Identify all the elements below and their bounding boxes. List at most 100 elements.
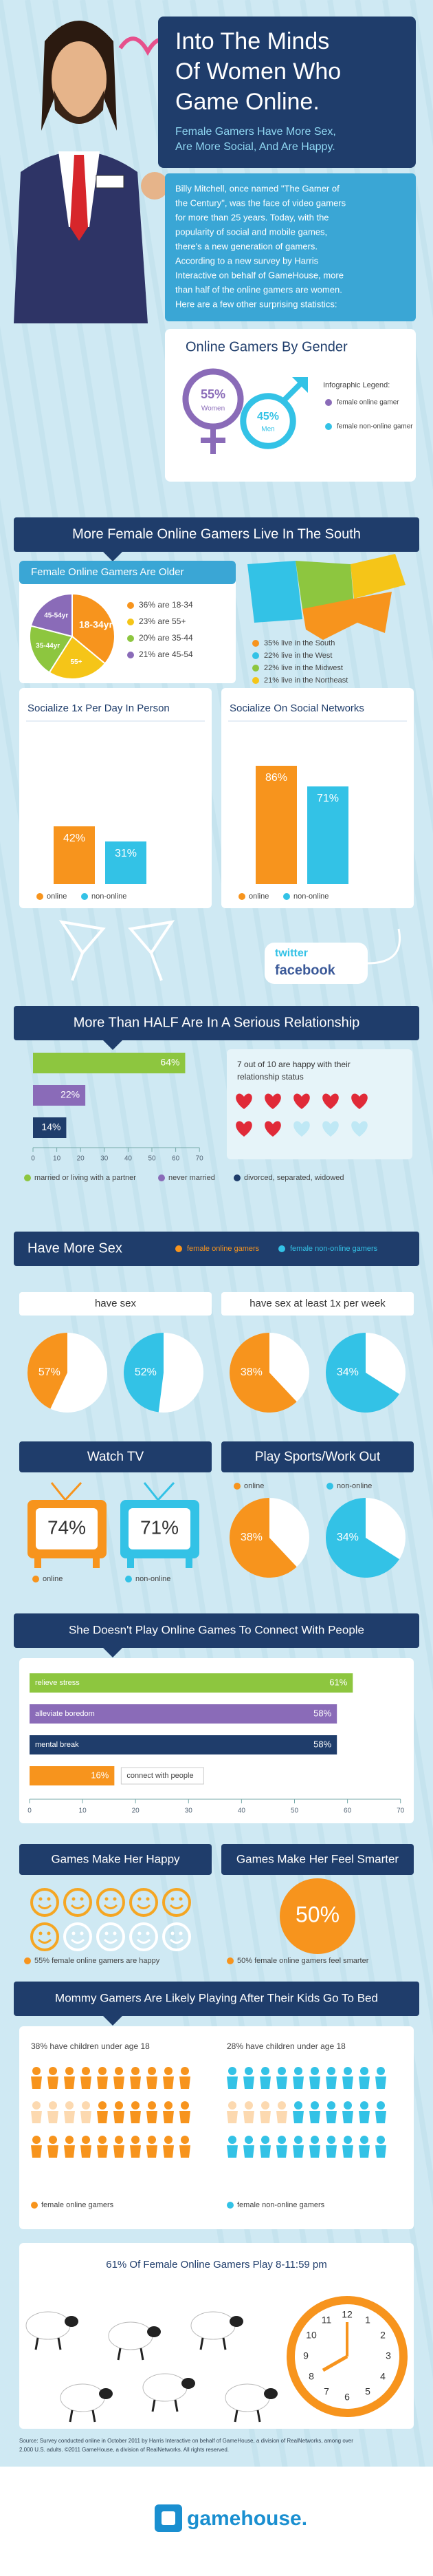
tv-antenna bbox=[50, 1482, 67, 1501]
person-head bbox=[164, 2067, 173, 2075]
bar bbox=[30, 1704, 337, 1724]
smiley-mouth bbox=[136, 1904, 151, 1909]
title-line: Game Online. bbox=[175, 89, 320, 115]
bar-name: relieve stress bbox=[35, 1679, 80, 1687]
legend-dot bbox=[252, 640, 259, 647]
legend-dot bbox=[127, 635, 134, 642]
person-head bbox=[311, 2136, 319, 2144]
legend-item: female online gamers bbox=[187, 1245, 260, 1253]
person-head bbox=[82, 2101, 90, 2110]
smiley-eye bbox=[104, 1931, 109, 1935]
group-text: 38% have children under age 18 bbox=[31, 2041, 150, 2051]
caption: 55% female online gamers are happy bbox=[34, 1957, 160, 1965]
bar-value: 16% bbox=[91, 1770, 109, 1780]
legend-item: never married bbox=[168, 1174, 215, 1182]
person-body bbox=[80, 2111, 91, 2123]
person-body bbox=[31, 2111, 42, 2123]
heart bbox=[351, 1093, 368, 1109]
smiley-eye bbox=[38, 1897, 43, 1901]
source-line: Source: Survey conducted online in Octob… bbox=[19, 2438, 353, 2444]
person-head bbox=[294, 2136, 302, 2144]
logo-icon-inner bbox=[162, 2511, 175, 2525]
banner-title: More Than HALF Are In A Serious Relation… bbox=[74, 1015, 360, 1030]
person-head bbox=[82, 2067, 90, 2075]
title-line: Into The Minds bbox=[175, 28, 329, 54]
intro-line: for more than 25 years. Today, with the bbox=[175, 212, 329, 222]
panel-title: have sex at least 1x per week bbox=[249, 1298, 386, 1309]
source-line: 2,000 U.S. adults. ©2011 GameHouse, a di… bbox=[19, 2447, 229, 2453]
smiley bbox=[129, 1922, 158, 1951]
clock-number: 1 bbox=[365, 2315, 370, 2326]
person-body bbox=[227, 2145, 238, 2158]
person-body bbox=[309, 2145, 320, 2158]
tick-label: 40 bbox=[238, 1807, 246, 1815]
legend-dot bbox=[175, 1245, 182, 1252]
smiley-mouth bbox=[103, 1904, 118, 1909]
person-body bbox=[375, 2111, 386, 2123]
bg-stripe bbox=[355, 0, 433, 490]
header-box bbox=[221, 1844, 414, 1875]
panel-header bbox=[19, 1292, 212, 1316]
person-head bbox=[311, 2067, 319, 2075]
person-body bbox=[276, 2076, 287, 2089]
tv-antenna bbox=[157, 1481, 175, 1501]
map-west bbox=[247, 561, 302, 623]
legend-item: female non-online gamers bbox=[237, 2201, 325, 2209]
sheep-leg bbox=[57, 2337, 62, 2350]
person-body bbox=[375, 2076, 386, 2089]
person-body bbox=[326, 2076, 337, 2089]
legend-item: online bbox=[47, 892, 67, 901]
man-beard bbox=[54, 89, 104, 124]
sheep-head bbox=[147, 2326, 161, 2337]
legend-dot bbox=[252, 665, 259, 672]
sheep bbox=[25, 2311, 71, 2340]
tv-screen bbox=[129, 1508, 190, 1549]
legend-item: non-online bbox=[91, 892, 126, 901]
smiley-mouth bbox=[70, 1904, 85, 1909]
male-value: 45% bbox=[257, 411, 279, 422]
pie-value: 57% bbox=[38, 1366, 60, 1378]
panel-title: 61% Of Female Online Gamers Play 8-11:59… bbox=[106, 2259, 327, 2271]
sheep-leg bbox=[117, 2348, 122, 2361]
bar-value: 64% bbox=[160, 1057, 179, 1068]
person-body bbox=[359, 2111, 370, 2123]
person-head bbox=[327, 2067, 335, 2075]
header-box bbox=[19, 1844, 212, 1875]
sheep-leg bbox=[91, 2409, 96, 2423]
legend-item: online bbox=[43, 1575, 63, 1583]
person-head bbox=[261, 2136, 269, 2144]
heart bbox=[236, 1093, 252, 1109]
legend-dot bbox=[325, 423, 332, 430]
person-head bbox=[131, 2136, 140, 2144]
person-head bbox=[261, 2101, 269, 2110]
banner-title: Have More Sex bbox=[27, 1241, 122, 1256]
person-head bbox=[327, 2136, 335, 2144]
legend-item: 22% live in the Midwest bbox=[264, 664, 343, 672]
legend-item: 35% live in the South bbox=[264, 639, 335, 647]
person-head bbox=[377, 2136, 385, 2144]
facebook-logo: facebook bbox=[275, 963, 336, 978]
person-body bbox=[326, 2145, 337, 2158]
person-body bbox=[179, 2145, 190, 2158]
legend-dot bbox=[278, 1245, 285, 1252]
person-body bbox=[260, 2145, 271, 2158]
heart bbox=[351, 1121, 368, 1137]
pie-value: 34% bbox=[337, 1532, 359, 1543]
legend-dot bbox=[127, 602, 134, 609]
person-body bbox=[359, 2076, 370, 2089]
person-head bbox=[65, 2101, 74, 2110]
bar bbox=[105, 841, 146, 884]
panel-title: Socialize On Social Networks bbox=[230, 702, 364, 714]
sheep-head bbox=[65, 2316, 78, 2327]
banner bbox=[14, 1982, 419, 2016]
subtitle-line: Female Gamers Have More Sex, bbox=[175, 126, 336, 138]
legend-item: non-online bbox=[135, 1575, 170, 1583]
bar-value: 86% bbox=[265, 772, 287, 784]
person-body bbox=[47, 2076, 58, 2089]
sheep bbox=[142, 2373, 188, 2402]
heart bbox=[293, 1121, 310, 1137]
person-body bbox=[227, 2076, 238, 2089]
person-body bbox=[163, 2111, 174, 2123]
bar bbox=[33, 1053, 186, 1073]
person-body bbox=[163, 2145, 174, 2158]
